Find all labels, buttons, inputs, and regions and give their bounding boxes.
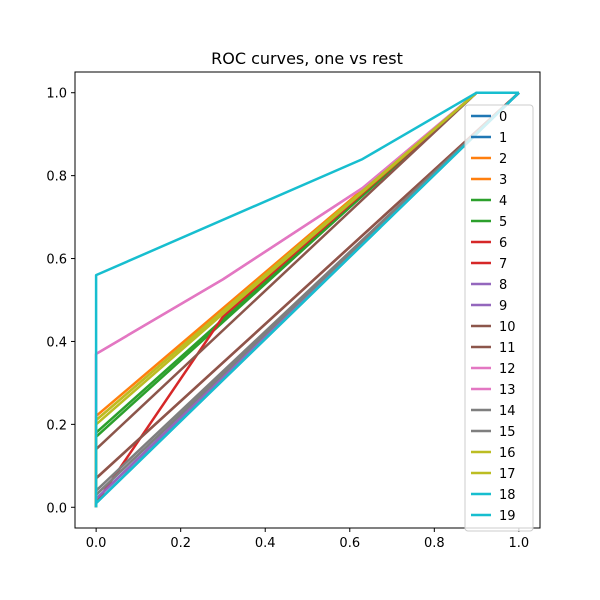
legend-label-11: 11 xyxy=(499,341,516,356)
series-line-19 xyxy=(94,91,519,508)
chart-title: ROC curves, one vs rest xyxy=(211,49,403,68)
legend-label-9: 9 xyxy=(499,299,507,314)
plot-area xyxy=(94,91,520,508)
x-axis: 0.0 0.2 0.4 0.6 0.8 1.0 xyxy=(86,528,529,551)
legend-label-14: 14 xyxy=(499,404,516,419)
legend-label-15: 15 xyxy=(499,425,516,440)
y-axis: 0.0 0.2 0.4 0.6 0.8 1.0 xyxy=(46,87,75,516)
legend-label-0: 0 xyxy=(499,110,507,125)
legend-label-4: 4 xyxy=(499,194,507,209)
legend-label-19: 19 xyxy=(499,509,516,524)
legend-label-5: 5 xyxy=(499,215,507,230)
legend-label-10: 10 xyxy=(499,320,516,335)
y-tick-label: 0.6 xyxy=(46,253,67,268)
legend-label-12: 12 xyxy=(499,362,516,377)
y-tick-label: 0.2 xyxy=(46,418,67,433)
x-tick-label: 0.6 xyxy=(339,536,360,551)
y-tick-label: 0.8 xyxy=(46,170,67,185)
x-tick-label: 0.0 xyxy=(86,536,107,551)
legend-label-8: 8 xyxy=(499,278,507,293)
x-tick-label: 1.0 xyxy=(509,536,530,551)
y-tick-label: 0.0 xyxy=(46,501,67,516)
axes-frame xyxy=(74,71,541,529)
legend-label-13: 13 xyxy=(499,383,516,398)
x-tick-label: 0.4 xyxy=(255,536,276,551)
x-tick-label: 0.2 xyxy=(170,536,191,551)
legend-label-2: 2 xyxy=(499,152,507,167)
x-tick-label: 0.8 xyxy=(424,536,445,551)
legend-box xyxy=(464,104,534,532)
legend-label-6: 6 xyxy=(499,236,507,251)
legend-label-7: 7 xyxy=(499,257,507,272)
series-line-18 xyxy=(94,91,520,508)
legend-label-16: 16 xyxy=(499,446,516,461)
legend-label-17: 17 xyxy=(499,467,516,482)
legend-label-1: 1 xyxy=(499,131,507,146)
y-tick-label: 1.0 xyxy=(46,87,67,102)
y-tick-label: 0.4 xyxy=(46,335,67,350)
legend-label-3: 3 xyxy=(499,173,507,188)
legend-label-18: 18 xyxy=(499,488,516,503)
